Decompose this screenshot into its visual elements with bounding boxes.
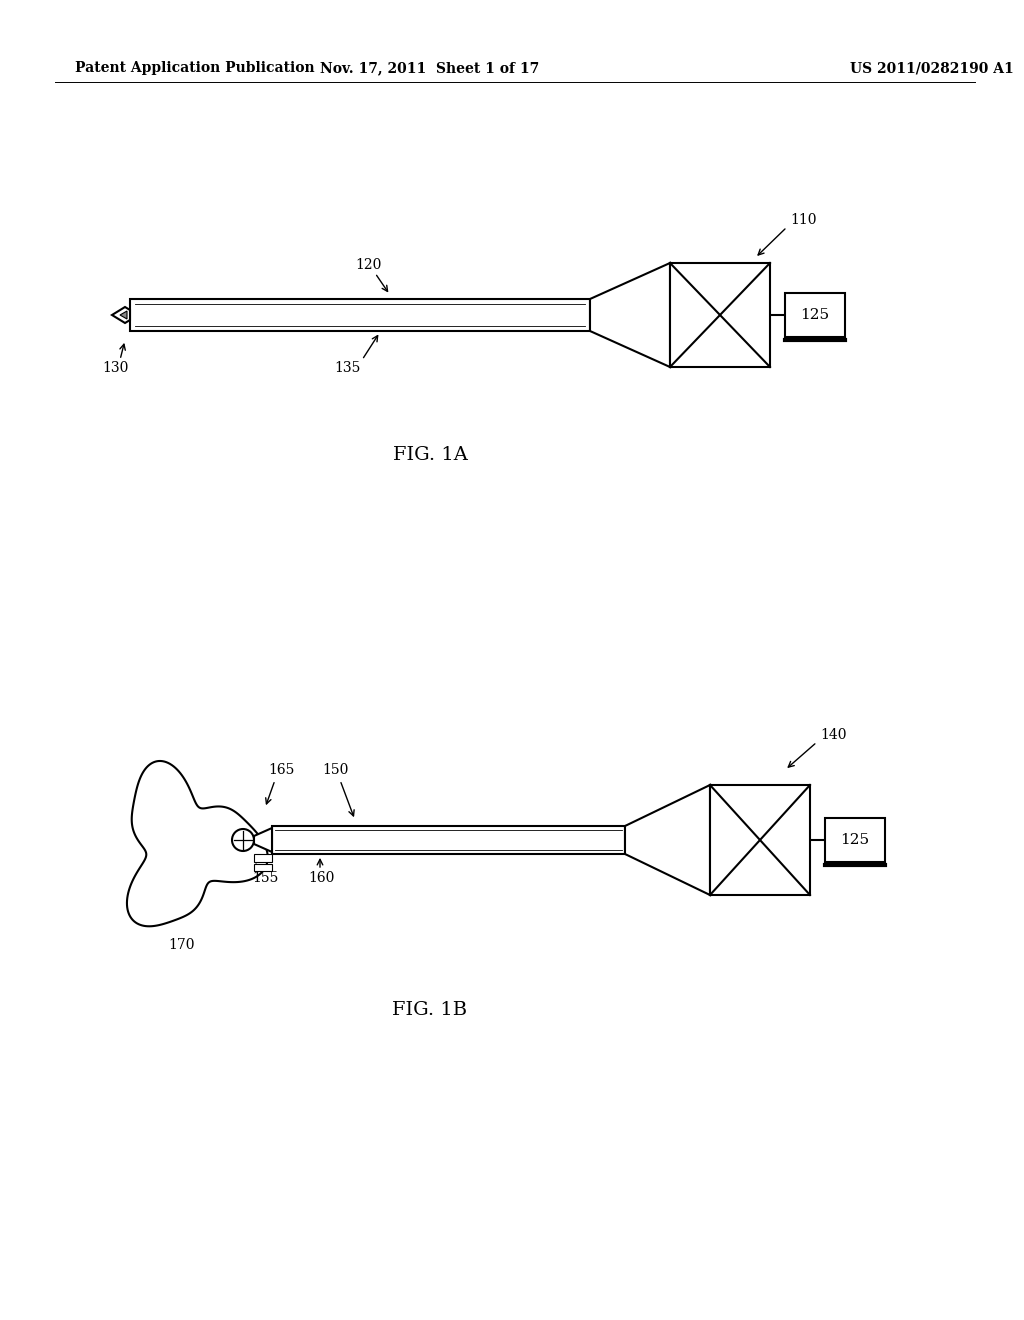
Polygon shape (625, 785, 710, 895)
Text: FIG. 1B: FIG. 1B (392, 1001, 468, 1019)
Text: 110: 110 (790, 213, 816, 227)
Text: 125: 125 (841, 833, 869, 847)
Text: 160: 160 (308, 871, 335, 884)
Circle shape (232, 829, 254, 851)
Bar (785, 293, 845, 337)
Text: 130: 130 (101, 360, 128, 375)
Bar (272, 826, 625, 854)
Text: 125: 125 (801, 308, 829, 322)
Text: Patent Application Publication: Patent Application Publication (75, 61, 314, 75)
Bar (130, 300, 590, 331)
Text: 165: 165 (268, 763, 294, 777)
Bar (670, 263, 770, 367)
Text: FIG. 1A: FIG. 1A (392, 446, 467, 465)
Text: 120: 120 (355, 257, 381, 272)
Polygon shape (120, 312, 127, 319)
Polygon shape (127, 762, 267, 927)
Bar (254, 854, 272, 862)
Polygon shape (254, 828, 272, 851)
Text: Nov. 17, 2011  Sheet 1 of 17: Nov. 17, 2011 Sheet 1 of 17 (321, 61, 540, 75)
Text: 135: 135 (335, 360, 361, 375)
Text: 140: 140 (820, 729, 847, 742)
Text: 155: 155 (252, 871, 279, 884)
Text: US 2011/0282190 A1: US 2011/0282190 A1 (850, 61, 1014, 75)
Text: 150: 150 (322, 763, 348, 777)
Text: 170: 170 (168, 939, 195, 952)
Bar (254, 865, 272, 871)
Polygon shape (590, 263, 670, 367)
Bar (825, 818, 885, 862)
Bar (710, 785, 810, 895)
Polygon shape (112, 308, 130, 323)
